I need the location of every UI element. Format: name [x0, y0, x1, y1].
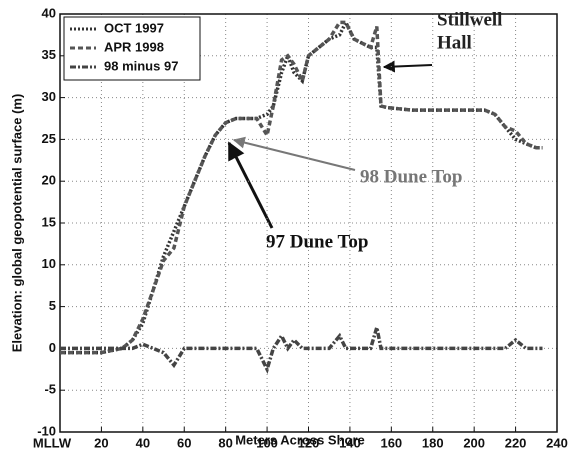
annotation: Stillwell: [437, 9, 502, 30]
arrow: [227, 141, 274, 229]
arrow: [382, 60, 433, 73]
x-tick-label: MLLW: [33, 435, 72, 450]
y-tick-label: 5: [49, 298, 56, 313]
series-line: [60, 327, 543, 375]
y-tick-label: 15: [42, 214, 56, 229]
legend-label: APR 1998: [104, 39, 164, 54]
plot-frame: [59, 13, 558, 433]
x-tick-label: 140: [339, 435, 361, 450]
y-tick-label: 10: [42, 256, 56, 271]
annotation: Hall: [437, 32, 472, 53]
x-tick-label: 20: [94, 435, 108, 450]
x-tick-label: 220: [505, 435, 527, 450]
annotation: 97 Dune Top: [266, 231, 368, 252]
x-tick-label: 80: [218, 435, 232, 450]
x-tick-label: 40: [136, 435, 150, 450]
y-tick-label: -10: [37, 423, 56, 438]
x-tick-label: 100: [256, 435, 278, 450]
x-tick-label: 240: [546, 435, 568, 450]
x-tick-label: 160: [380, 435, 402, 450]
y-tick-label: 30: [42, 89, 56, 104]
x-tick-label: 200: [463, 435, 485, 450]
y-tick-label: 40: [42, 5, 56, 20]
y-tick-label: 25: [42, 131, 56, 146]
y-tick-label: 35: [42, 47, 56, 62]
y-tick-label: 20: [42, 173, 56, 188]
legend-label: 98 minus 97: [104, 58, 178, 73]
x-tick-label: 180: [422, 435, 444, 450]
y-axis-label: Elevation: global geopotential surface (…: [9, 94, 24, 353]
x-axis-label: Meters Across Shore: [235, 432, 365, 447]
y-tick-label: 0: [49, 340, 56, 355]
x-tick-label: 120: [298, 435, 320, 450]
arrow: [232, 136, 356, 171]
annotation: 98 Dune Top: [360, 166, 462, 187]
series-line: [60, 20, 543, 355]
legend: OCT 1997 APR 1998 98 minus 97: [63, 16, 201, 81]
y-tick-label: -5: [44, 382, 56, 397]
legend-label: OCT 1997: [104, 20, 164, 35]
x-tick-label: 60: [177, 435, 191, 450]
